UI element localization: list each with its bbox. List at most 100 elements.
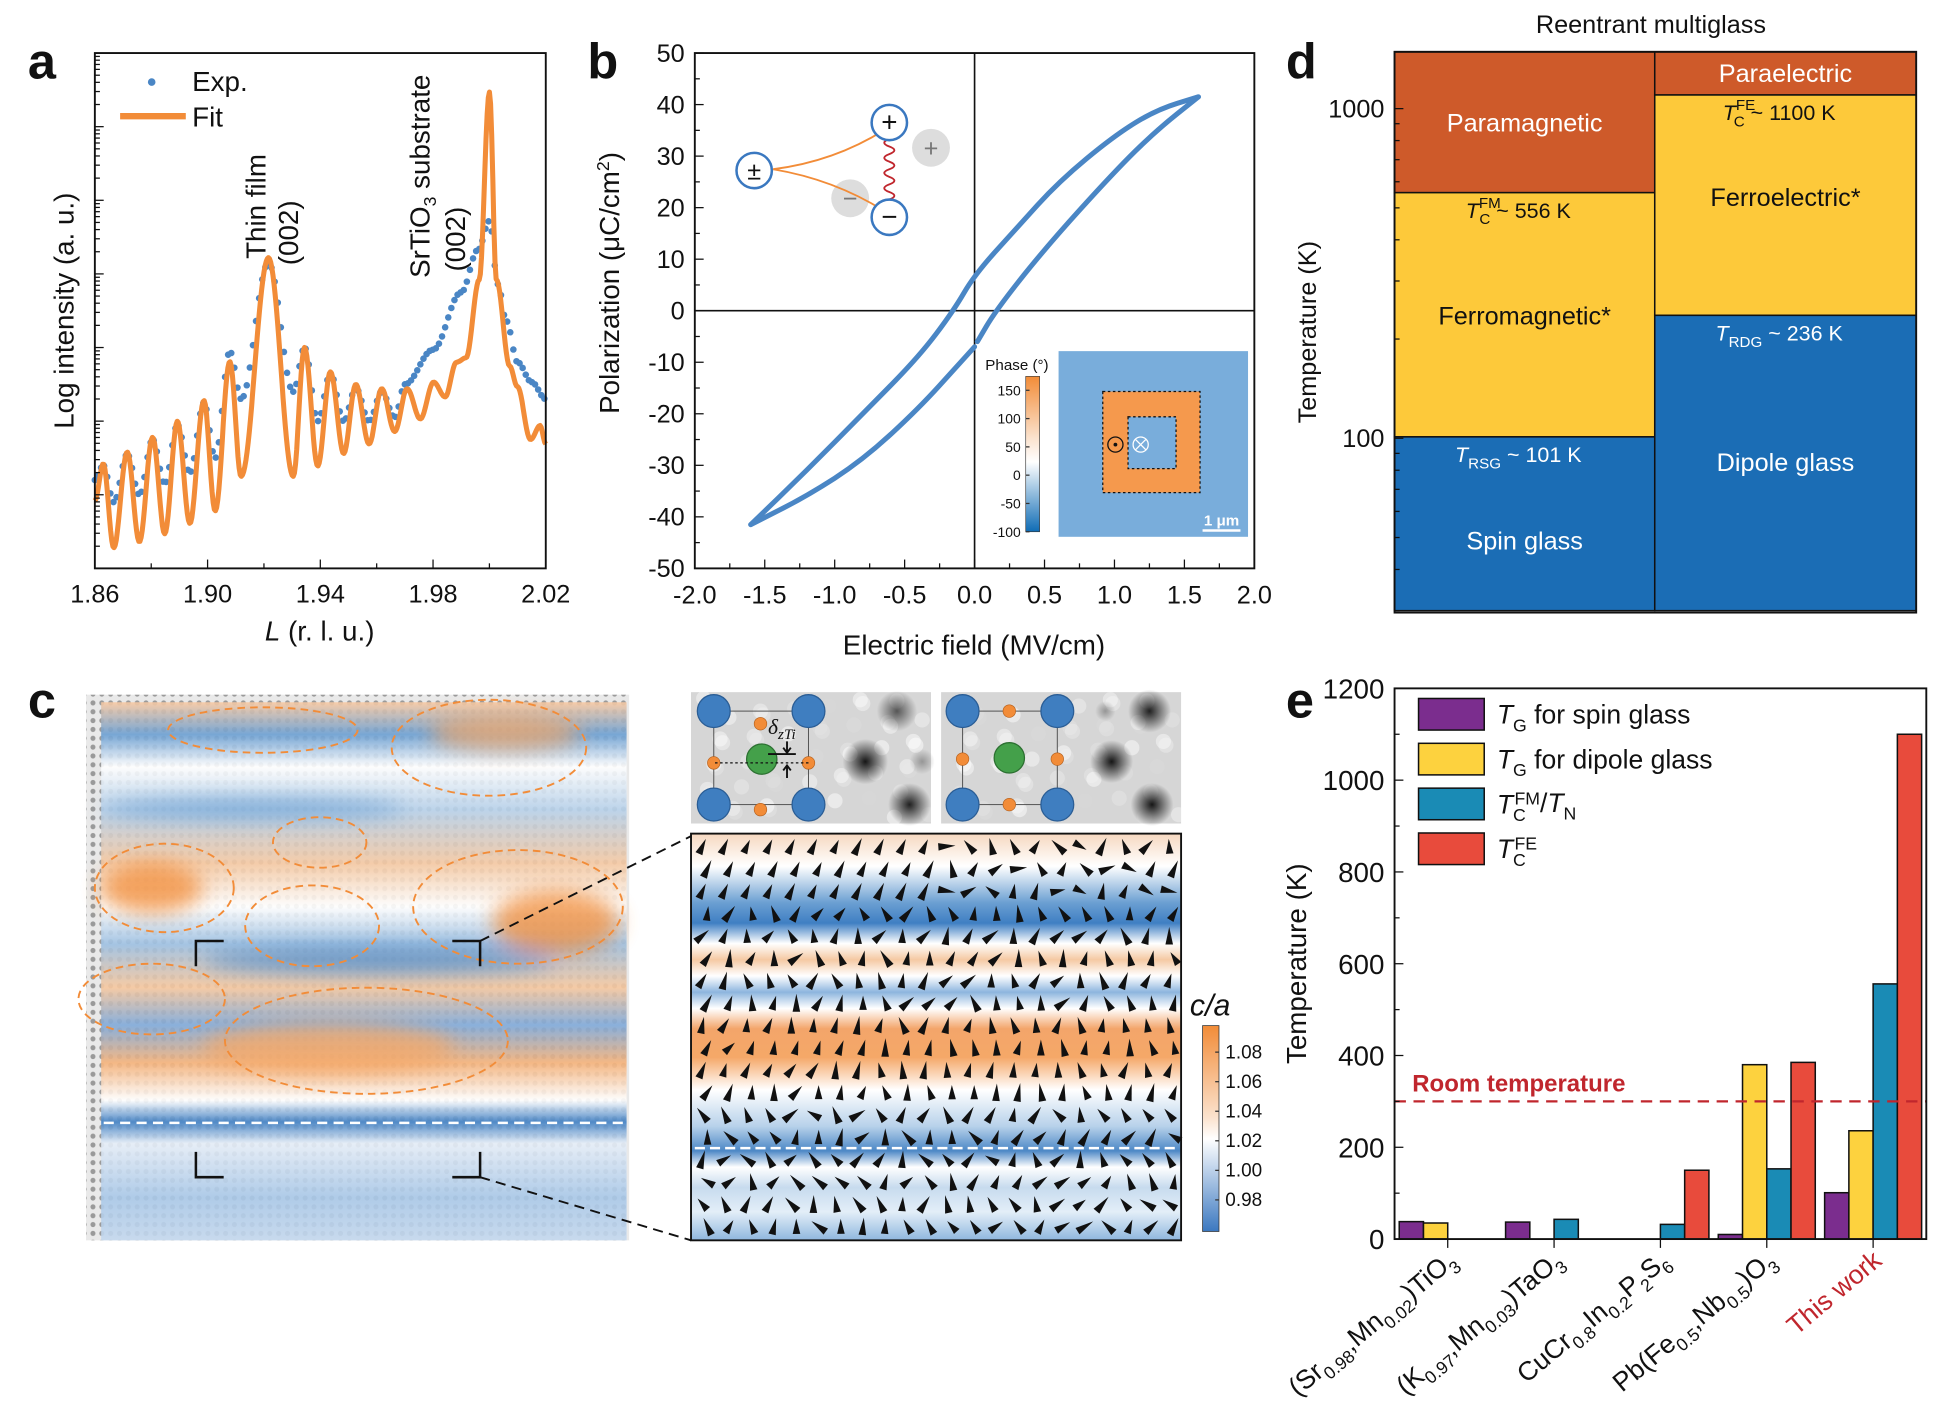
polarization-arrow	[829, 928, 839, 945]
phase-tick-label: -100	[993, 524, 1021, 540]
bar	[1766, 1168, 1792, 1240]
polarization-arrow	[784, 1197, 801, 1214]
exp-data-point	[448, 304, 455, 312]
polarization-arrow	[769, 1040, 777, 1056]
polarization-arrow	[927, 1084, 936, 1101]
oxygen-atom	[707, 756, 721, 770]
ca-colorbar-ticks: 1.08 1.06 1.04 1.02 1.00 0.98	[1215, 1042, 1262, 1211]
polarization-arrow	[925, 1218, 938, 1236]
polarization-arrow	[987, 863, 1003, 877]
polarization-arrow	[849, 1152, 864, 1169]
polarization-arrow	[1027, 1106, 1042, 1125]
bar	[1683, 1169, 1710, 1240]
y-axis-label: Log intensity (a. u.)	[48, 193, 79, 429]
oxygen-atom	[753, 802, 768, 817]
polarization-arrow	[810, 907, 824, 922]
stem-noise	[962, 731, 978, 747]
legend-fit-label: Fit	[192, 101, 223, 132]
polarization-arrow	[718, 971, 728, 991]
phase-tick-label: 50	[1005, 439, 1021, 455]
polarization-arrow	[859, 995, 867, 1010]
polarization-arrow	[1049, 1153, 1065, 1168]
polarization-arrow	[941, 1016, 949, 1035]
exp-data-point	[420, 355, 427, 362]
x-axis-label: Electric field (MV/cm)	[843, 629, 1105, 660]
polarization-arrow	[695, 1061, 706, 1080]
polarization-arrow	[806, 1110, 823, 1122]
out-of-plane-dot-icon	[1107, 436, 1124, 453]
phase-colorbar-ticks: 150 100 50 0 -50 -100	[993, 382, 1030, 540]
ghost-positive-charge	[912, 128, 950, 167]
polarization-arrow	[1049, 975, 1065, 989]
category-label: Pb(Fe0.5,Nb0.5)O3	[1607, 1245, 1785, 1402]
scale-bar-label: 1 μm	[1204, 512, 1239, 529]
polarization-arrow	[882, 1085, 892, 1101]
polarization-arrow	[784, 838, 795, 856]
polarization-arrow	[812, 861, 822, 877]
polarization-arrow	[947, 1221, 960, 1235]
into-plane-cross-icon	[1132, 436, 1149, 453]
plus-symbol: +	[881, 106, 897, 137]
panel-e-bar-chart: Room temperature 0 200 400 600 800 1000 1200 (S…	[1281, 673, 1928, 1402]
polarization-arrow	[1031, 1176, 1048, 1190]
polarization-arrow	[720, 1106, 732, 1125]
negative-charge-circle	[870, 198, 909, 237]
y-tick-label: 100	[1342, 425, 1384, 453]
polarization-arrow	[987, 1221, 1004, 1235]
polarization-arrow	[1008, 1197, 1022, 1213]
stem-noise	[852, 692, 868, 708]
polarization-arrow	[987, 952, 1003, 967]
polarization-arrow	[723, 1130, 739, 1146]
exp-data-point	[246, 364, 254, 371]
polarization-arrow	[1076, 972, 1085, 989]
polarization-arrow	[1051, 1017, 1062, 1035]
stem-noise	[977, 804, 993, 820]
polarization-arrow	[1097, 1108, 1111, 1123]
stem-dark-column	[1090, 740, 1134, 784]
exp-data-point	[510, 346, 517, 353]
phase-region-ferroelectric	[1653, 94, 1917, 317]
polarization-arrow	[696, 1107, 711, 1124]
polarization-arrow	[1119, 1154, 1133, 1168]
x-tick-label: 2.02	[521, 580, 570, 608]
polarization-arrow	[1008, 883, 1017, 899]
polarization-arrow	[739, 1153, 757, 1168]
polarization-arrow	[830, 1017, 838, 1034]
polarization-arrow	[1094, 929, 1108, 945]
stem-noise	[859, 787, 874, 802]
stem-dark-column	[1128, 689, 1171, 733]
ca-tick-label: 1.00	[1225, 1161, 1262, 1182]
stem-noise	[814, 723, 830, 739]
ti-atom	[745, 743, 778, 775]
ca-colorbar-label: c/a	[1190, 990, 1230, 1023]
phase-label: Ferromagnetic*	[1438, 303, 1611, 331]
oxygen-atom	[753, 717, 768, 731]
polarization-arrow	[748, 994, 757, 1012]
polarization-arrow	[766, 1176, 780, 1190]
hysteresis-lower-branch-continued	[974, 94, 1201, 345]
polarization-arrow	[1164, 1108, 1178, 1123]
annotation-substrate: SrTiO3 substrate	[405, 75, 440, 278]
polarization-arrow	[1056, 1128, 1066, 1147]
polarization-arrow	[742, 1018, 751, 1033]
polarization-arrow	[856, 861, 867, 878]
polarization-arrow	[1104, 905, 1115, 923]
y-tick-label: 1000	[1328, 95, 1384, 123]
polarization-arrow	[902, 951, 910, 966]
x-tick-label: -1.0	[813, 582, 857, 610]
polarization-arrow	[781, 1108, 799, 1124]
x-tick-label: -0.5	[883, 582, 927, 610]
polarization-arrow	[854, 927, 862, 945]
polarization-arrow	[695, 838, 706, 856]
polarization-arrow	[898, 1150, 906, 1169]
phase-label: Dipole glass	[1717, 449, 1855, 477]
ti-atom	[993, 742, 1026, 774]
a-site-atom	[945, 694, 980, 729]
a-site-atom	[696, 694, 731, 729]
polarization-arrow	[921, 997, 936, 1011]
polarization-arrow	[1080, 1040, 1088, 1056]
polarization-arrow	[702, 906, 711, 921]
x-tick-label: 1.5	[1167, 582, 1202, 610]
polarization-arrow	[721, 1176, 736, 1190]
polarization-arrow	[1032, 1131, 1047, 1146]
